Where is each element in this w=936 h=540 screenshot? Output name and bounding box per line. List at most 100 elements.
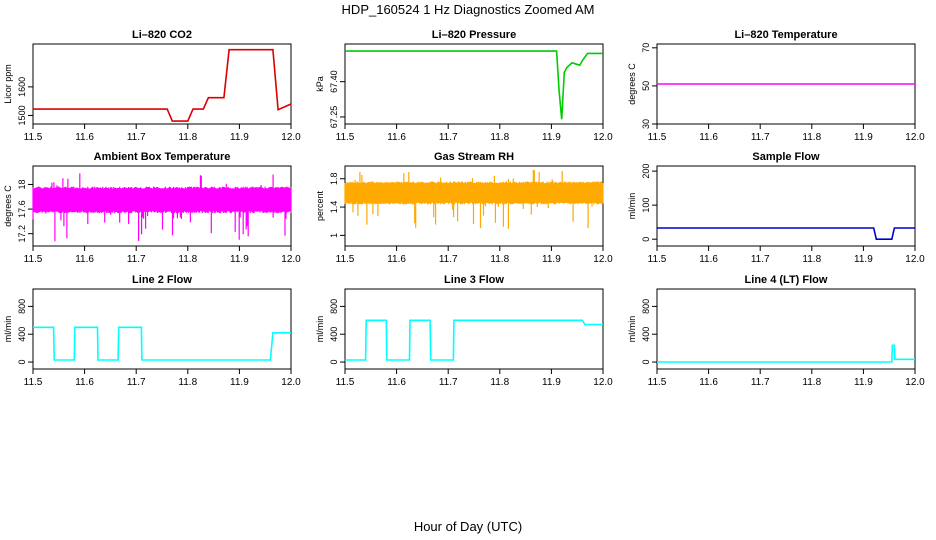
x-tick-label: 12.0 [281,254,301,265]
y-tick-label: 17.2 [17,225,27,243]
x-tick-label: 12.0 [905,132,925,143]
x-tick-label: 11.6 [387,254,406,265]
y-axis-label: degrees C [3,185,13,227]
y-tick-label: 400 [329,327,339,342]
x-tick-label: 11.7 [439,132,458,143]
x-tick-label: 11.7 [127,377,146,388]
x-tick-label: 11.5 [24,254,43,265]
x-tick-label: 11.6 [75,254,94,265]
x-tick-label: 12.0 [281,377,301,388]
x-tick-label: 11.5 [648,377,667,388]
panel-3: Ambient Box Temperature degrees C 11.5 11.6… [3,151,301,265]
x-tick-label: 11.7 [751,132,770,143]
panel-1: Li–820 Pressure kPa 11.5 11.6 11.7 11.8 11.9 12… [315,29,613,143]
series-line [345,319,603,361]
y-tick-label: 70 [641,43,651,53]
y-tick-label: 0 [17,360,27,365]
x-tick-label: 11.9 [542,254,561,265]
x-tick-label: 11.5 [336,254,355,265]
panel-title: Ambient Box Temperature [94,151,231,163]
x-tick-label: 11.8 [490,132,509,143]
y-axis-label: ml/min [627,193,637,220]
x-tick-label: 11.7 [127,254,146,265]
y-tick-label: 0 [641,360,651,365]
series-line [657,227,915,240]
x-tick-label: 12.0 [281,132,301,143]
x-tick-label: 11.5 [336,132,355,143]
series-line [33,48,292,122]
x-tick-label: 11.5 [336,377,355,388]
y-tick-label: 800 [17,299,27,314]
x-tick-label: 11.7 [127,132,146,143]
y-tick-label: 0 [641,237,651,242]
plot-frame [344,288,604,370]
y-tick-label: 1600 [17,77,27,97]
y-tick-label: 200 [641,164,651,179]
x-tick-label: 11.6 [387,132,406,143]
y-tick-label: 1.8 [329,172,339,185]
y-tick-label: 18 [17,179,27,189]
x-tick-label: 11.9 [230,377,249,388]
series-band [344,169,604,229]
y-axis-label: ml/min [627,316,637,343]
x-tick-label: 12.0 [905,254,925,265]
x-tick-label: 11.5 [24,377,43,388]
x-tick-label: 11.5 [648,132,667,143]
panel-title: Li–820 CO2 [132,29,192,41]
plot-frame [656,165,916,247]
y-tick-label: 30 [641,119,651,129]
x-tick-label: 11.5 [648,254,667,265]
x-tick-label: 11.9 [542,377,561,388]
x-tick-label: 11.7 [751,254,770,265]
y-tick-label: 100 [641,198,651,213]
x-tick-label: 12.0 [593,254,613,265]
x-tick-label: 11.8 [178,377,197,388]
x-tick-label: 11.8 [490,254,509,265]
y-tick-label: 800 [641,299,651,314]
y-tick-label: 17.6 [17,200,27,218]
panel-title: Li–820 Pressure [432,29,516,41]
x-tick-label: 11.8 [802,377,821,388]
y-tick-label: 50 [641,81,651,91]
plot-frame [656,288,916,370]
x-tick-label: 11.6 [75,132,94,143]
panel-6: Line 2 Flow ml/min 11.5 11.6 11.7 11.8 11.9 12.… [3,274,301,388]
x-tick-label: 11.6 [699,377,718,388]
x-tick-label: 11.5 [24,132,43,143]
y-tick-label: 67.40 [329,70,339,93]
x-tick-label: 11.8 [178,132,197,143]
x-tick-label: 11.7 [439,254,458,265]
x-tick-label: 11.8 [802,132,821,143]
x-tick-label: 11.9 [854,132,873,143]
panel-title: Line 2 Flow [132,274,192,286]
x-tick-label: 11.9 [230,132,249,143]
x-tick-label: 11.6 [75,377,94,388]
panel-title: Sample Flow [752,151,820,163]
x-tick-label: 11.6 [699,132,718,143]
x-tick-label: 12.0 [905,377,925,388]
y-axis-label: ml/min [315,316,325,343]
x-tick-label: 11.6 [387,377,406,388]
x-tick-label: 11.8 [802,254,821,265]
plot-frame [344,165,604,247]
panel-8: Line 4 (LT) Flow ml/min 11.5 11.6 11.7 11.8 11… [627,274,925,388]
y-axis-label: Licor ppm [3,64,13,104]
y-tick-label: 1 [329,233,339,238]
y-tick-label: 800 [329,299,339,314]
panel-7: Line 3 Flow ml/min 11.5 11.6 11.7 11.8 11.9 12.… [315,274,613,388]
series-line [33,326,291,361]
x-tick-label: 11.6 [699,254,718,265]
x-tick-label: 11.8 [178,254,197,265]
x-tick-label: 11.7 [439,377,458,388]
y-tick-label: 1500 [17,105,27,125]
plot-frame [32,43,292,125]
y-tick-label: 67.25 [329,106,339,129]
y-axis-label: ml/min [3,316,13,343]
y-axis-label: percent [315,190,325,221]
series-line [657,344,915,363]
x-tick-label: 11.9 [542,132,561,143]
y-tick-label: 400 [641,327,651,342]
x-tick-label: 12.0 [593,377,613,388]
panel-title: Gas Stream RH [434,151,514,163]
